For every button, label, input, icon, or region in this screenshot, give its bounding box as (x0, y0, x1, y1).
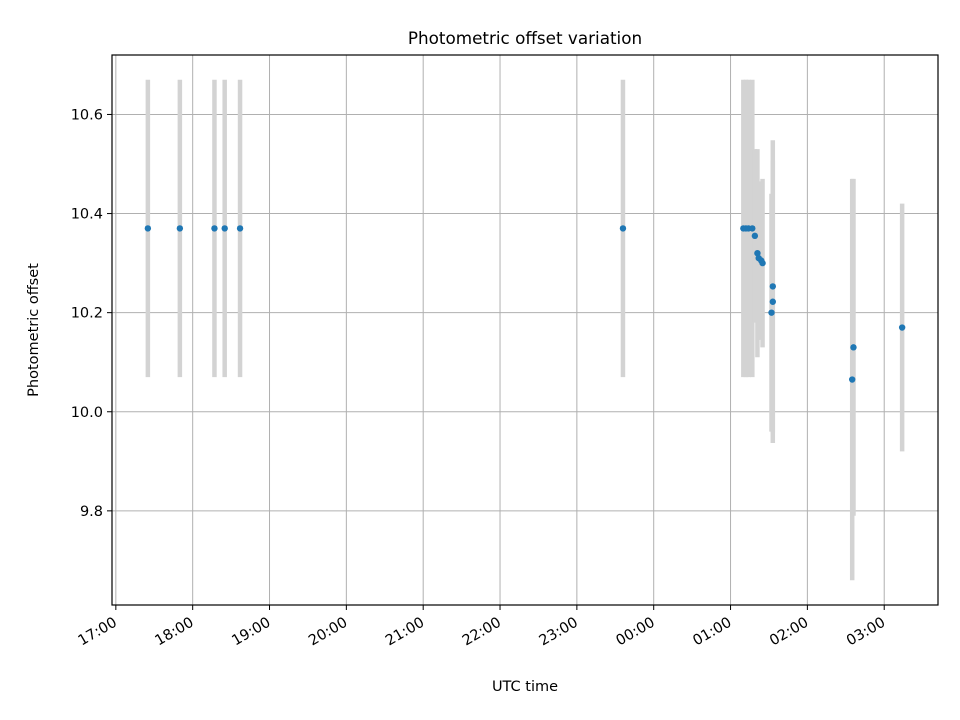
y-axis-label: Photometric offset (26, 263, 42, 397)
data-point (211, 225, 218, 232)
y-axis-ticks: 9.8 10.0 10.2 10.4 10.6 (71, 107, 112, 520)
x-tick-label: 21:00 (383, 615, 427, 650)
x-tick-label: 01:00 (690, 615, 734, 650)
data-point (236, 225, 244, 232)
data-point (144, 225, 152, 232)
data-point (754, 249, 761, 257)
data-point (749, 225, 756, 232)
chart-title: Photometric offset variation (408, 28, 642, 48)
data-point (176, 225, 184, 232)
data-point (619, 225, 627, 232)
data-point (759, 259, 766, 267)
data-point (769, 283, 776, 290)
plot-frame (111, 54, 939, 606)
x-tick-label: 17:00 (76, 615, 120, 650)
y-tick-label: 9.8 (80, 504, 103, 520)
x-tick-label: 20:00 (306, 615, 350, 650)
error-bars (145, 79, 905, 581)
x-tick-label: 03:00 (844, 615, 888, 650)
y-tick-label: 10.0 (71, 405, 103, 421)
data-points (144, 225, 906, 383)
y-tick-label: 10.2 (71, 306, 103, 322)
x-axis-ticks: 17:00 18:00 19:00 20:00 21:00 22:00 23:00 00:00… (76, 605, 888, 650)
data-point (898, 324, 906, 331)
x-tick-label: 22:00 (460, 615, 504, 650)
data-point (848, 376, 856, 383)
x-tick-label: 23:00 (537, 615, 581, 650)
data-point (768, 309, 775, 316)
x-axis-label: UTC time (492, 679, 558, 695)
y-tick-label: 10.6 (71, 107, 103, 123)
x-tick-label: 19:00 (229, 615, 273, 650)
x-tick-label: 18:00 (152, 615, 196, 650)
y-tick-label: 10.4 (71, 207, 103, 223)
data-point (850, 344, 857, 351)
grid (112, 55, 938, 605)
data-point (751, 232, 759, 240)
data-point (769, 298, 776, 305)
x-tick-label: 02:00 (767, 615, 811, 650)
x-tick-label: 00:00 (614, 615, 658, 650)
data-point (221, 225, 228, 232)
